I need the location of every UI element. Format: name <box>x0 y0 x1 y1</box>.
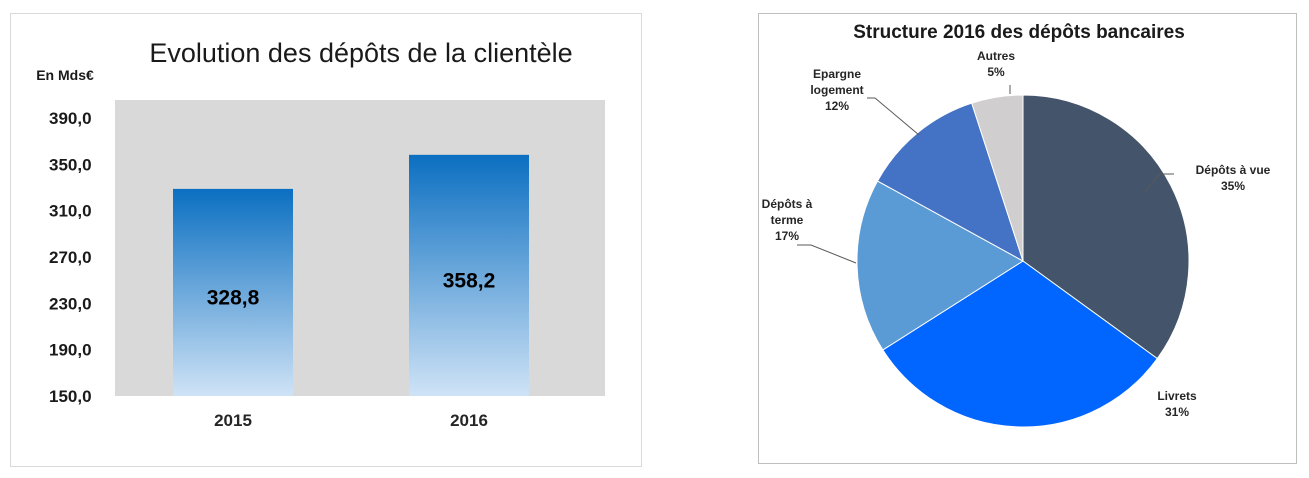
pie-slice-label: Epargne logement 12% <box>810 67 863 113</box>
y-tick-label: 350,0 <box>49 155 92 174</box>
bar-chart: Evolution des dépôts de la clientèle En … <box>36 38 605 430</box>
y-axis-unit-label: En Mds€ <box>36 67 94 83</box>
pie-slice-label: Dépôts à vue 35% <box>1196 163 1271 193</box>
pie-chart-panel: Structure 2016 des dépôts bancaires Dépô… <box>758 13 1297 464</box>
pie-slice <box>856 180 1024 351</box>
y-tick-label: 190,0 <box>49 341 92 360</box>
pie-slice <box>882 260 1158 428</box>
bar-chart-panel: Evolution des dépôts de la clientèle En … <box>10 13 642 467</box>
pie-slice <box>971 94 1024 262</box>
y-tick-label: 310,0 <box>49 202 92 221</box>
pie-chart-title: Structure 2016 des dépôts bancaires <box>853 22 1185 43</box>
y-tick-label: 270,0 <box>49 248 92 267</box>
x-tick-label: 2015 <box>214 411 252 430</box>
pie-slice <box>1022 94 1190 360</box>
pie-chart: Structure 2016 des dépôts bancaires Dépô… <box>762 22 1271 428</box>
bar <box>173 188 293 396</box>
y-tick-label: 230,0 <box>49 294 92 313</box>
leader-line <box>797 244 857 264</box>
pie-slice-label: Livrets 31% <box>1157 389 1197 419</box>
x-tick-label: 2016 <box>450 411 488 430</box>
pie-slice-label: Autres 5% <box>977 49 1015 79</box>
y-tick-label: 150,0 <box>49 387 92 406</box>
bar <box>409 154 529 396</box>
y-tick-label: 390,0 <box>49 109 92 128</box>
leader-line <box>867 97 920 136</box>
leader-line <box>1144 173 1174 193</box>
pie-slice-label: Dépôts à terme 17% <box>762 197 813 243</box>
bar-chart-title: Evolution des dépôts de la clientèle <box>149 38 572 68</box>
bar-value-label: 328,8 <box>207 286 260 309</box>
bar-value-label: 358,2 <box>443 269 496 292</box>
